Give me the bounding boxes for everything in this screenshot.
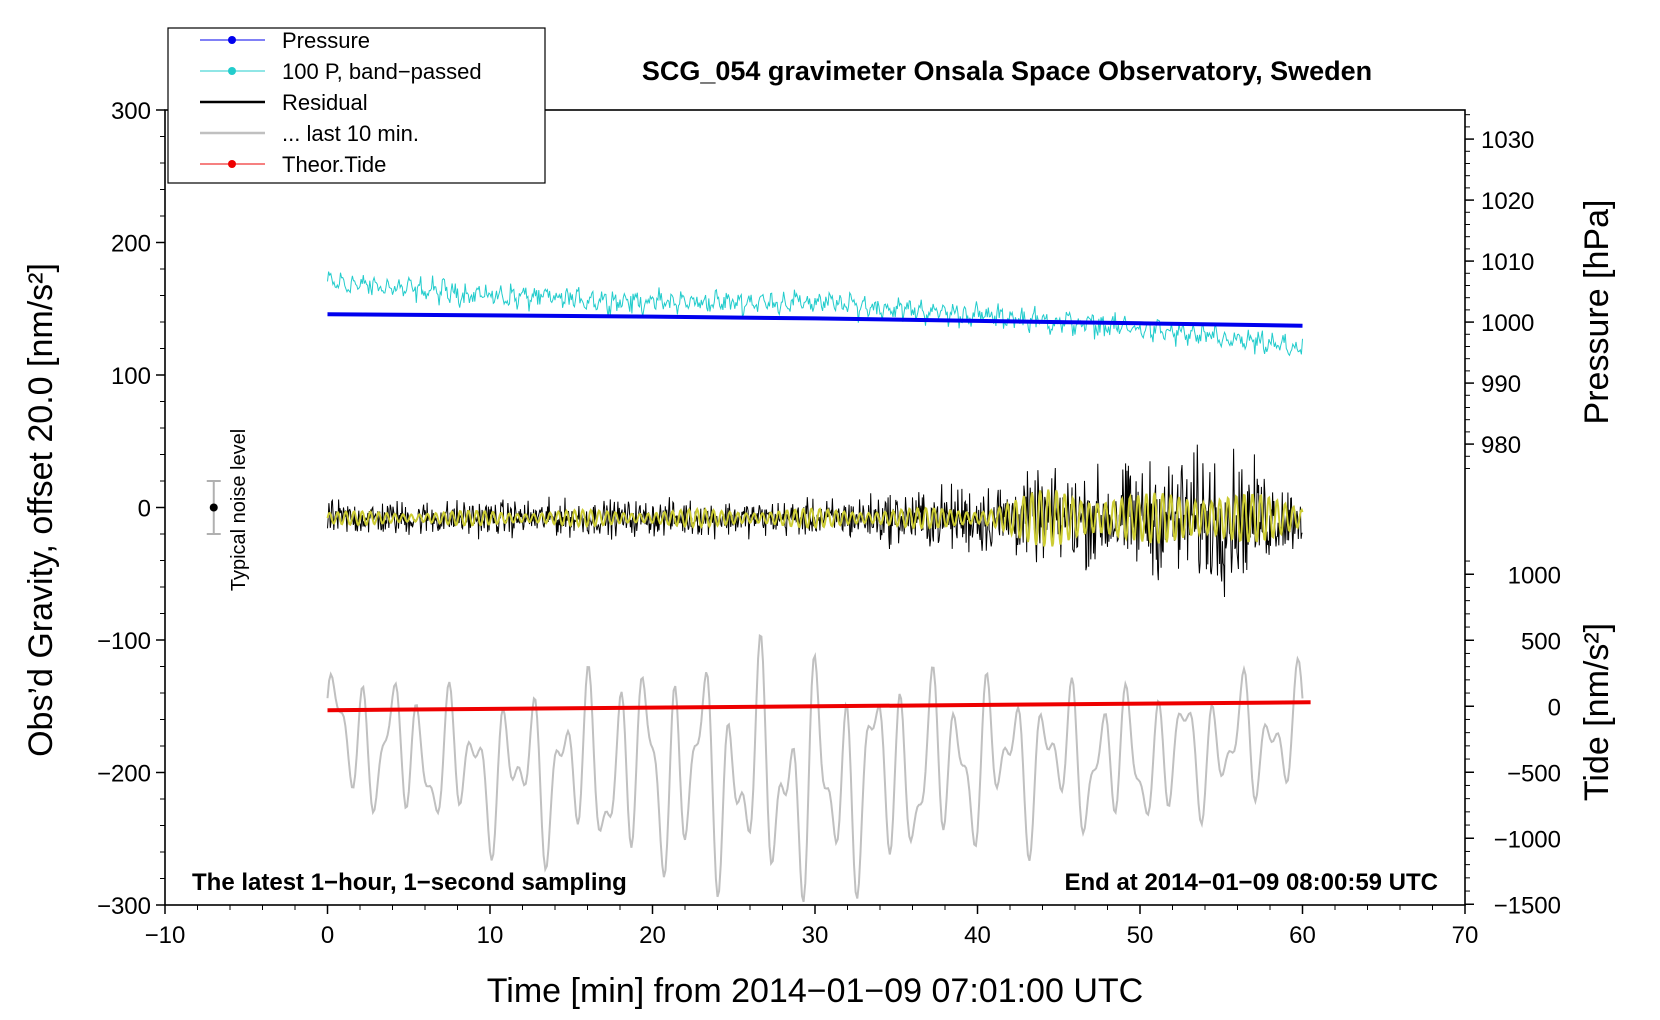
pressure-tick-label: 1010: [1481, 249, 1534, 276]
legend-label: 100 P, band−passed: [282, 59, 482, 84]
legend-marker: [228, 67, 236, 75]
tide-axis-label: Tide [nm/s²]: [1578, 623, 1616, 801]
legend-label: Pressure: [282, 28, 370, 53]
pressure-tick-label: 980: [1481, 432, 1521, 459]
legend-label: Theor.Tide: [282, 152, 386, 177]
x-tick-label: 0: [321, 922, 334, 949]
theor-tide-line: [327, 700, 1311, 713]
x-tick-label: 50: [1127, 922, 1154, 949]
legend-box: [167, 27, 546, 184]
y-axis-label: Obs’d Gravity, offset 20.0 [nm/s²]: [22, 263, 60, 757]
tide-tick-label: 0: [1548, 694, 1561, 721]
x-tick-label: 20: [639, 922, 666, 949]
legend-marker: [228, 36, 236, 44]
x-tick-label: 70: [1452, 922, 1479, 949]
y-tick-label: −200: [97, 761, 151, 788]
tide-tick-label: −1500: [1494, 892, 1561, 919]
tide-tick-label: −500: [1507, 760, 1561, 787]
last-10-min-line: [326, 634, 1304, 903]
pressure-tick-label: 1000: [1481, 310, 1534, 337]
y-tick-label: 200: [111, 231, 151, 258]
axes: −10 0 10 20 30 40 50 60 70−300−200−1000100200300…: [97, 98, 1561, 949]
x-tick-label: 40: [964, 922, 991, 949]
legend: Pressure 100 P, band−passed Residual ... la…: [167, 27, 546, 184]
pressure-tick-label: 1020: [1481, 188, 1534, 215]
x-tick-label: 10: [477, 922, 504, 949]
tide-tick-label: 500: [1521, 628, 1561, 655]
x-tick-label: 60: [1289, 922, 1316, 949]
x-tick-label: 30: [802, 922, 829, 949]
noise-level-indicator: [206, 480, 221, 535]
y-tick-label: −300: [97, 893, 151, 920]
sampling-annotation: The latest 1−hour, 1−second sampling: [192, 869, 627, 896]
tide-tick-label: −1000: [1494, 826, 1561, 853]
x-tick-label: −10: [145, 922, 186, 949]
end-time-annotation: End at 2014−01−09 08:00:59 UTC: [1064, 869, 1438, 896]
y-tick-label: 100: [111, 363, 151, 390]
pressure-line: [327, 312, 1303, 328]
pressure-tick-label: 990: [1481, 371, 1521, 398]
tide-tick-label: 1000: [1508, 562, 1561, 589]
filtered-residual-line: [326, 489, 1304, 547]
noise-center-dot: [209, 503, 218, 512]
y-tick-label: −100: [97, 628, 151, 655]
data-traces: [326, 271, 1311, 903]
legend-label: ... last 10 min.: [282, 121, 419, 146]
chart-title: SCG_054 gravimeter Onsala Space Observat…: [642, 56, 1372, 86]
noise-level-label: Typical noise level: [228, 429, 250, 591]
y-tick-label: 300: [111, 98, 151, 125]
legend-label: Residual: [282, 90, 368, 115]
pressure-axis-label: Pressure [hPa]: [1578, 200, 1616, 425]
pressure-tick-label: 1030: [1481, 127, 1534, 154]
x-axis-label: Time [min] from 2014−01−09 07:01:00 UTC: [487, 972, 1143, 1010]
y-tick-label: 0: [138, 496, 151, 523]
legend-marker: [228, 160, 236, 168]
